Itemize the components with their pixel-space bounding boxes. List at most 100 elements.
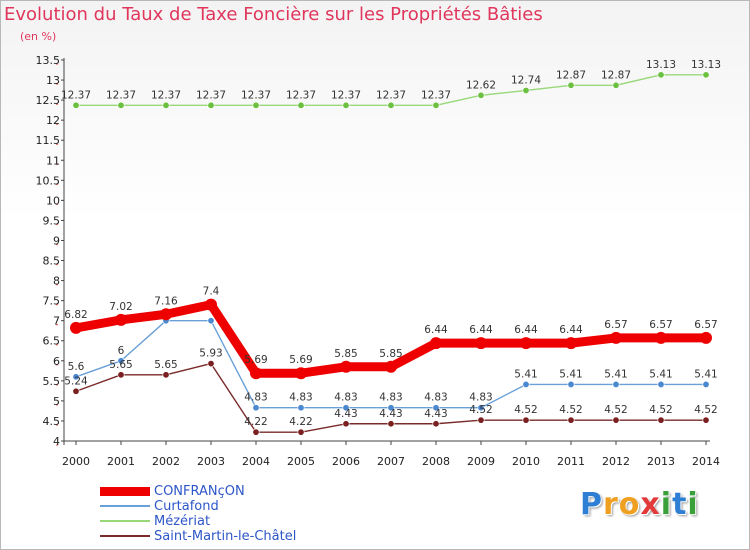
data-point	[522, 86, 530, 94]
data-label: 12.37	[286, 89, 316, 101]
legend-label: Mézériat	[154, 514, 211, 529]
y-tick-dot	[56, 323, 58, 326]
data-point	[612, 416, 620, 424]
y-tick-label: 7	[53, 315, 60, 328]
data-point	[160, 308, 172, 321]
data-label: 5.41	[559, 368, 582, 380]
legend-label: Curtafond	[154, 499, 219, 514]
x-tick-label: 2002	[152, 455, 180, 468]
chart-title: Evolution du Taux de Taxe Foncière sur l…	[4, 4, 543, 25]
y-tick-dot	[56, 243, 58, 246]
data-point	[385, 360, 397, 373]
legend-swatch	[100, 486, 150, 496]
y-tick-dot	[56, 343, 58, 346]
x-tick-label: 2012	[602, 455, 630, 468]
y-tick-label: 10	[46, 194, 60, 207]
y-tick-label: 9.5	[43, 214, 61, 227]
data-point	[207, 101, 215, 109]
data-label: 5.93	[199, 348, 222, 360]
data-point	[432, 420, 440, 428]
y-tick-label: 8.5	[43, 255, 61, 268]
data-point	[117, 101, 125, 109]
data-label: 12.62	[466, 79, 496, 91]
data-point	[297, 101, 305, 109]
data-point	[115, 313, 127, 326]
data-label: 4.52	[649, 404, 672, 416]
data-point	[117, 371, 125, 379]
data-label: 4.83	[334, 392, 357, 404]
data-point	[702, 416, 710, 424]
data-point	[252, 101, 260, 109]
data-point	[657, 71, 665, 79]
data-point	[430, 337, 442, 350]
data-point	[475, 337, 487, 350]
x-tick-label: 2004	[242, 455, 270, 468]
data-point	[252, 428, 260, 436]
y-tick-dot	[56, 444, 58, 446]
data-point	[387, 101, 395, 109]
data-point	[387, 420, 395, 428]
x-tick-label: 2014	[692, 455, 720, 468]
legend: CONFRANçON Curtafond Mézériat Saint-Martin-…	[100, 484, 400, 544]
data-point	[117, 357, 125, 365]
y-tick-label: 5.5	[43, 375, 61, 388]
legend-item: CONFRANçON	[100, 484, 400, 499]
data-label: 4.83	[244, 392, 267, 404]
y-tick-dot	[56, 404, 58, 406]
data-label: 5.65	[154, 359, 177, 371]
data-point	[522, 416, 530, 424]
data-label: 4.83	[379, 392, 402, 404]
data-label: 6.44	[559, 324, 583, 336]
data-label: 5.41	[604, 368, 627, 380]
data-label: 4.83	[469, 392, 492, 404]
data-label: 12.37	[106, 89, 136, 101]
data-point	[342, 420, 350, 428]
data-point	[567, 416, 575, 424]
data-point	[252, 404, 260, 412]
data-point	[657, 380, 665, 388]
data-point	[477, 416, 485, 424]
data-point	[297, 404, 305, 412]
y-tick-dot	[56, 283, 58, 286]
y-tick-label: 7.5	[43, 295, 61, 308]
y-tick-dot	[56, 103, 58, 105]
y-tick-dot	[56, 163, 58, 166]
data-point	[342, 404, 350, 412]
y-tick-dot	[56, 223, 58, 226]
data-label: 7.4	[203, 286, 220, 298]
legend-item: Saint-Martin-le-Châtel	[100, 529, 400, 544]
data-point	[612, 380, 620, 388]
data-point	[297, 428, 305, 436]
y-tick-label: 6.5	[43, 335, 61, 348]
legend-label: CONFRANçON	[154, 484, 245, 499]
data-point	[387, 404, 395, 412]
x-tick-label: 2006	[332, 455, 360, 468]
x-tick-label: 2010	[512, 455, 540, 468]
chart-unit-label: (en %)	[20, 30, 57, 43]
legend-label: Saint-Martin-le-Châtel	[154, 529, 297, 544]
y-tick-label: 4	[53, 435, 60, 448]
data-label: 5.6	[68, 361, 85, 373]
data-label: 12.37	[151, 89, 181, 101]
data-point	[567, 81, 575, 89]
data-label: 7.16	[154, 295, 178, 307]
x-tick-label: 2011	[557, 455, 585, 468]
line-chart: 44.555.566.577.588.599.51010.51111.51212…	[36, 54, 722, 468]
data-label: 12.37	[376, 89, 406, 101]
data-label: 6.44	[424, 324, 448, 336]
data-label: 12.74	[511, 74, 541, 86]
data-label: 5.41	[514, 368, 537, 380]
legend-swatch	[100, 535, 150, 537]
y-tick-label: 11.5	[36, 134, 61, 147]
data-label: 5.85	[334, 348, 357, 360]
data-label: 4.83	[289, 392, 312, 404]
legend-item: Mézériat	[100, 514, 400, 529]
y-tick-dot	[56, 83, 58, 85]
data-point	[477, 91, 485, 99]
data-label: 12.37	[421, 89, 451, 101]
data-label: 5.69	[244, 354, 267, 366]
data-label: 4.52	[514, 404, 537, 416]
y-tick-label: 6	[53, 355, 60, 368]
x-tick-label: 2007	[377, 455, 405, 468]
